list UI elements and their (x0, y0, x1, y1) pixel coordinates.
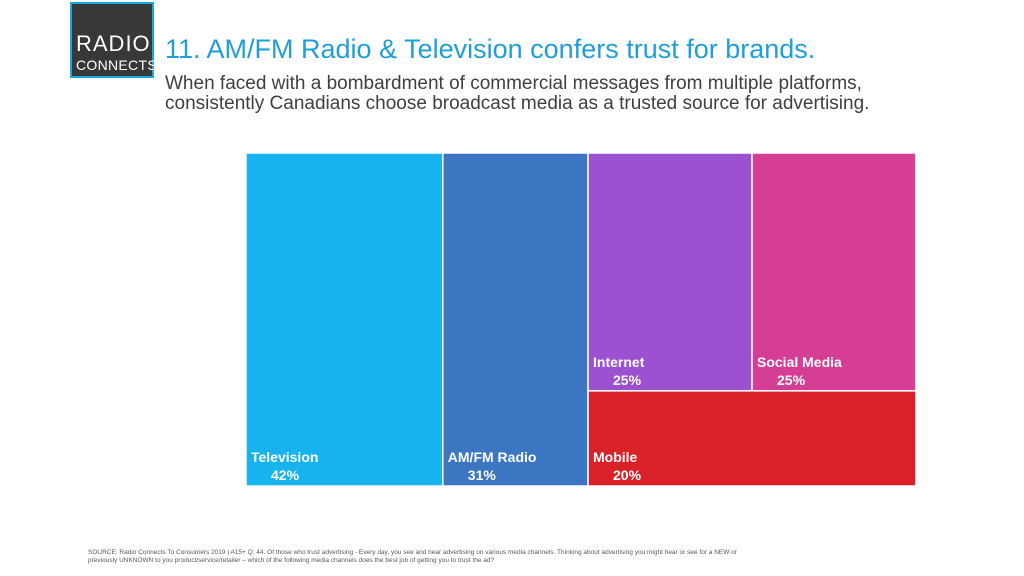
slide-title: 11. AM/FM Radio & Television confers tru… (165, 34, 816, 64)
tile-value-internet: 25% (613, 372, 642, 388)
treemap-tile-social-media (751, 152, 917, 392)
logo-line-1: RADIO (76, 31, 151, 56)
tile-label-am-fm-radio: AM/FM Radio (448, 449, 537, 465)
tile-value-social-media: 25% (777, 372, 806, 388)
slide-subtitle: When faced with a bombardment of commerc… (165, 73, 870, 114)
tile-label-mobile: Mobile (593, 449, 638, 465)
treemap-tile-am-fm-radio (442, 152, 589, 487)
tile-label-television: Television (251, 449, 318, 465)
treemap-tile-television (245, 152, 444, 487)
source-note: SOURCE: Radio Connects To Consumers 2019… (88, 549, 737, 564)
tile-value-am-fm-radio: 31% (468, 467, 497, 483)
tile-value-mobile: 20% (613, 467, 642, 483)
tile-label-social-media: Social Media (757, 354, 842, 370)
radio-connects-logo: RADIO CONNECTS (70, 2, 157, 78)
tile-value-television: 42% (271, 467, 300, 483)
tile-label-internet: Internet (593, 354, 645, 370)
treemap-tile-mobile (587, 390, 917, 487)
logo-line-2: CONNECTS (76, 57, 157, 73)
